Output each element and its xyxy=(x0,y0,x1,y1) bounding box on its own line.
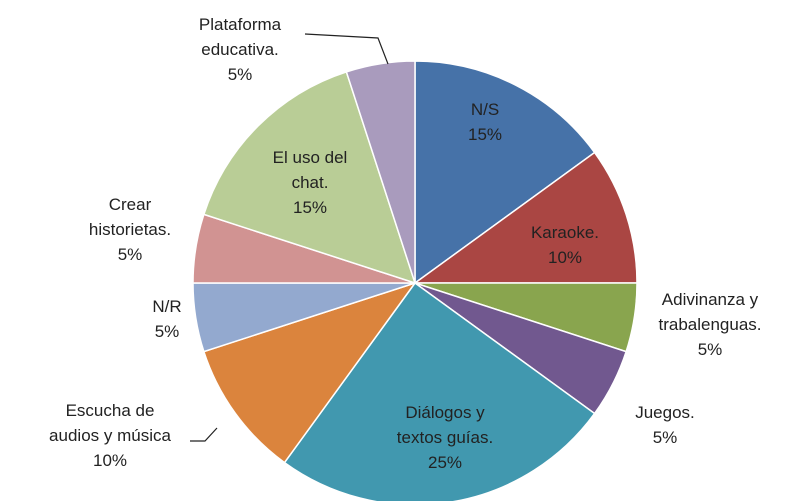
value-label: 15% xyxy=(467,125,503,144)
category-label: Juegos. xyxy=(635,403,695,422)
value-label: 5% xyxy=(652,428,678,447)
pie-slice xyxy=(202,281,417,464)
category-label: N/S xyxy=(470,100,500,119)
data-label: Crear historietas. 5% xyxy=(78,192,183,267)
value-label: 15% xyxy=(292,198,328,217)
category-label: N/R xyxy=(152,297,182,316)
data-label: Juegos. 5% xyxy=(620,400,710,450)
pie-slice xyxy=(412,151,638,284)
category-label: Karaoke. xyxy=(530,223,600,242)
data-label: Plataforma educativa. 5% xyxy=(188,12,293,87)
category-label: Diálogos y textos guías. xyxy=(396,403,494,447)
pie-slice xyxy=(202,70,417,285)
value-label: 5% xyxy=(227,65,253,84)
category-label: Plataforma educativa. xyxy=(198,15,282,59)
leader-line xyxy=(190,427,218,442)
data-label: N/S 15% xyxy=(445,97,525,147)
value-label: 10% xyxy=(547,248,583,267)
category-label: Escucha de audios y música xyxy=(49,401,171,445)
data-label: Karaoke. 10% xyxy=(505,220,625,270)
leader-line xyxy=(304,33,389,65)
pie-slice xyxy=(414,60,596,285)
value-label: 5% xyxy=(697,340,723,359)
pie-slice xyxy=(283,281,596,501)
data-label: El uso del chat. 15% xyxy=(264,145,356,220)
value-label: 5% xyxy=(154,322,180,341)
category-label: Adivinanza y trabalenguas. xyxy=(658,290,762,334)
value-label: 25% xyxy=(427,453,463,472)
category-label: El uso del chat. xyxy=(272,148,348,192)
pie-slice xyxy=(345,60,416,284)
data-label: Diálogos y textos guías. 25% xyxy=(389,400,501,475)
data-label: Escucha de audios y música 10% xyxy=(46,398,174,473)
value-label: 10% xyxy=(92,451,128,470)
category-label: Crear historietas. xyxy=(88,195,172,239)
data-label: N/R 5% xyxy=(137,294,197,344)
value-label: 5% xyxy=(117,245,143,264)
data-label: Adivinanza y trabalenguas. 5% xyxy=(648,287,773,362)
